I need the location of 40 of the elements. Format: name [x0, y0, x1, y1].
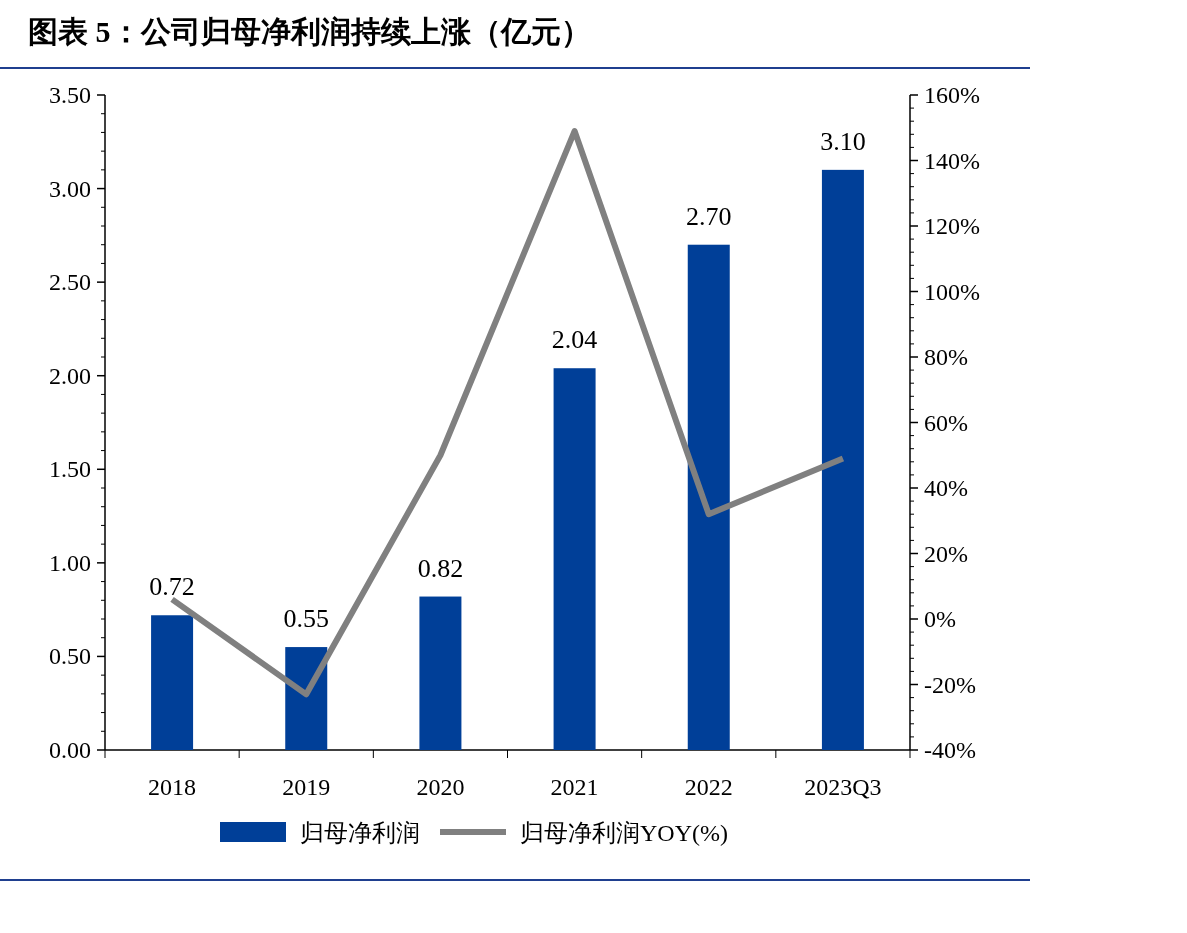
- x-tick-label: 2019: [282, 774, 331, 800]
- y2-tick-label: -20%: [924, 671, 976, 698]
- bar: [419, 596, 462, 750]
- y2-tick-label: 100%: [924, 278, 980, 305]
- data-label: 0.55: [283, 604, 329, 634]
- bar: [687, 244, 730, 750]
- bar: [553, 368, 596, 750]
- y-tick-label: 2.50: [49, 269, 91, 296]
- y2-tick-label: 80%: [924, 344, 968, 370]
- y-tick-label: 1.50: [49, 456, 91, 483]
- y-tick-label: 0.00: [49, 737, 91, 763]
- y2-tick-label: 40%: [924, 475, 968, 501]
- bar: [285, 647, 328, 750]
- legend-label: 归母净利润YOY(%): [520, 820, 728, 846]
- legend-label: 归母净利润: [300, 820, 420, 846]
- y2-tick-label: 120%: [924, 213, 980, 239]
- data-label: 0.72: [149, 572, 195, 602]
- y-tick-label: 0.50: [49, 643, 91, 670]
- title: 图表 5：公司归母净利润持续上涨（亿元）: [28, 15, 591, 48]
- x-tick-label: 2020: [416, 774, 465, 800]
- bar: [151, 615, 194, 750]
- y2-tick-label: 20%: [924, 540, 968, 567]
- y-tick-label: 3.50: [49, 82, 91, 108]
- y2-tick-label: -40%: [924, 737, 976, 763]
- x-tick-label: 2023Q3: [804, 774, 882, 800]
- y2-tick-label: 160%: [924, 82, 980, 108]
- x-tick-label: 2022: [684, 774, 733, 800]
- x-tick-label: 2018: [148, 774, 197, 800]
- data-label: 3.10: [820, 126, 866, 156]
- y-tick-label: 2.00: [49, 362, 91, 389]
- data-label: 2.70: [686, 201, 732, 231]
- x-tick-label: 2021: [550, 774, 599, 800]
- bar: [821, 169, 864, 750]
- y2-tick-label: 60%: [924, 409, 968, 436]
- y2-tick-label: 0%: [924, 606, 956, 632]
- y2-tick-label: 140%: [924, 147, 980, 174]
- y-tick-label: 1.00: [49, 549, 91, 576]
- y-tick-label: 3.00: [49, 175, 91, 202]
- data-label: 2.04: [551, 325, 598, 355]
- data-label: 0.82: [417, 553, 464, 583]
